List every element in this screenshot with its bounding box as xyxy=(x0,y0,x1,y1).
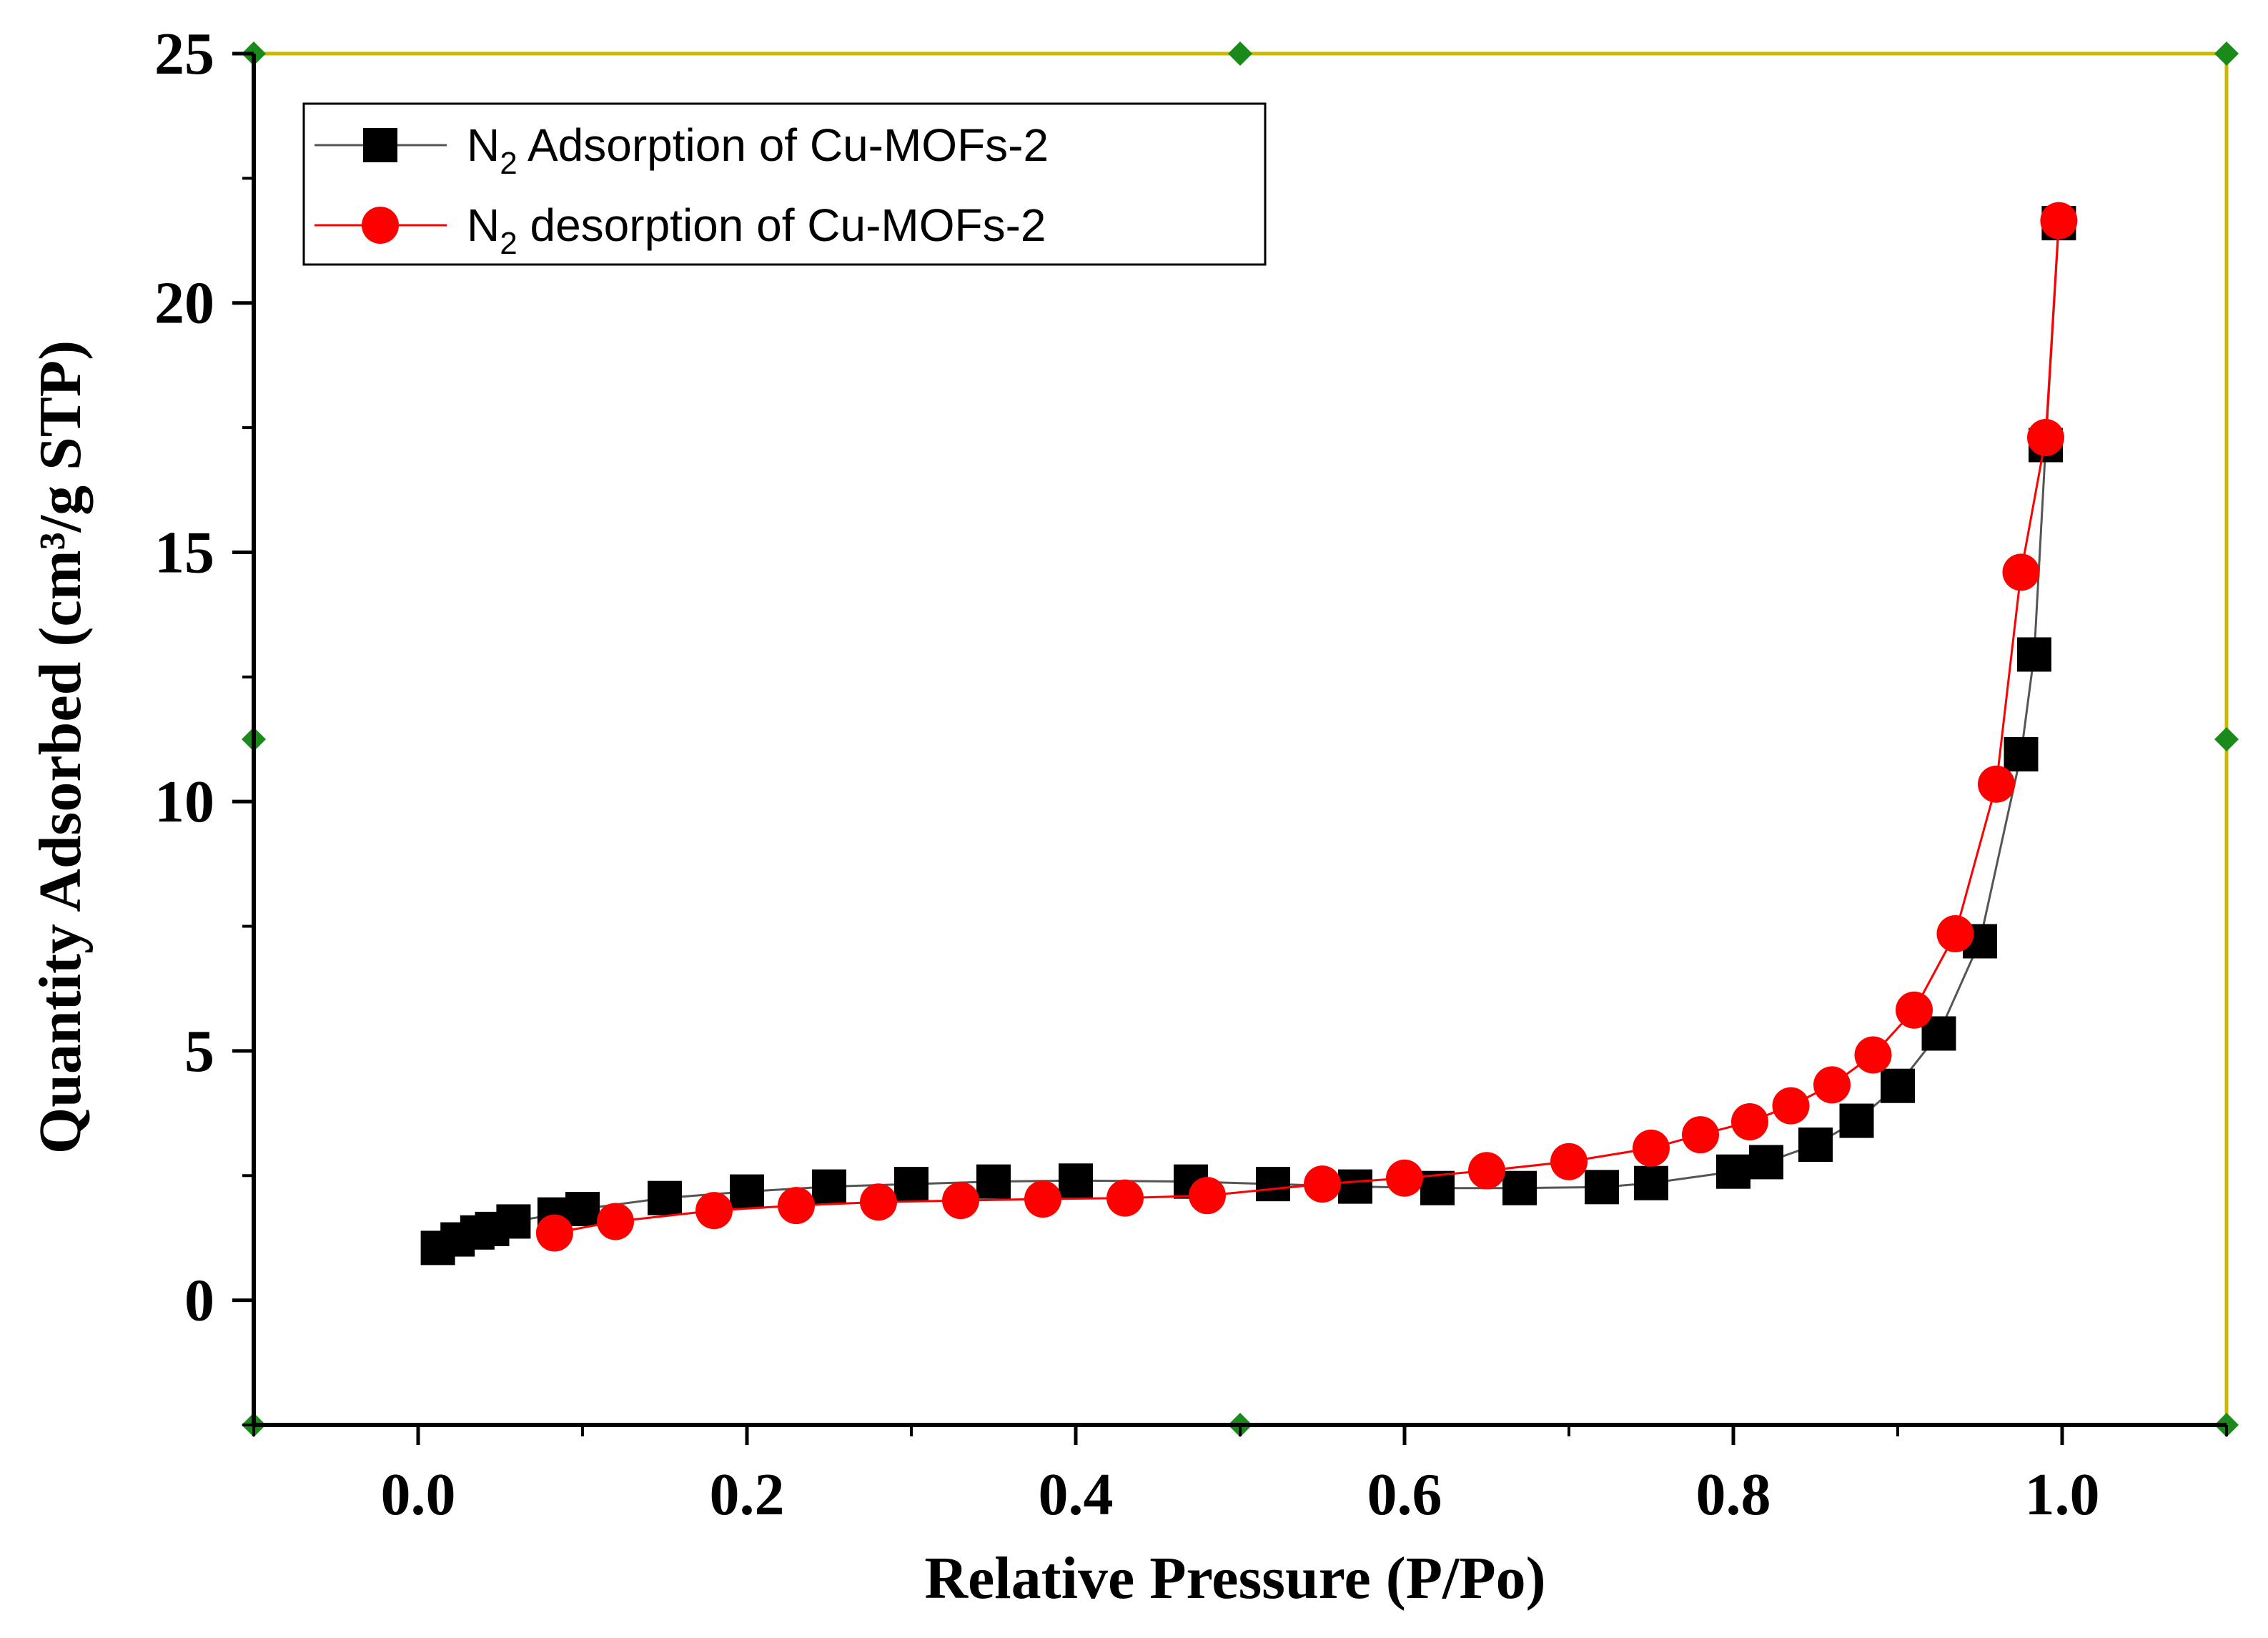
data-point-square xyxy=(1059,1163,1093,1198)
data-point-circle xyxy=(1550,1143,1588,1180)
data-point-square xyxy=(812,1169,846,1204)
data-point-circle xyxy=(1106,1179,1144,1217)
data-point-circle xyxy=(1468,1152,1505,1190)
data-point-circle xyxy=(1854,1036,1892,1074)
data-point-circle xyxy=(597,1203,634,1240)
legend: N2 Adsorption of Cu-MOFs-2 N2 desorption … xyxy=(302,102,1267,266)
data-point-circle xyxy=(1682,1116,1719,1154)
y-tick-label: 0 xyxy=(184,1268,214,1334)
data-point-square xyxy=(1749,1145,1783,1180)
data-point-circle xyxy=(1633,1129,1670,1167)
data-point-circle xyxy=(778,1187,815,1225)
data-point-square xyxy=(496,1204,531,1239)
data-point-circle xyxy=(860,1183,897,1221)
x-tick-label: 0.4 xyxy=(1039,1461,1114,1528)
data-point-circle xyxy=(1731,1102,1768,1140)
data-point-square xyxy=(1881,1068,1915,1103)
y-tick-label: 20 xyxy=(154,270,214,337)
x-tick-label: 0.0 xyxy=(381,1461,456,1528)
series-adsorption xyxy=(420,206,2076,1265)
x-tick-label: 0.8 xyxy=(1696,1461,1771,1528)
legend-box xyxy=(302,102,1267,266)
data-point-circle xyxy=(695,1192,733,1230)
data-point-square xyxy=(894,1167,929,1202)
data-point-circle xyxy=(2027,419,2064,457)
data-point-square xyxy=(1716,1154,1750,1189)
data-point-square xyxy=(2016,637,2051,672)
y-tick-label: 15 xyxy=(154,519,214,586)
x-tick-label: 1.0 xyxy=(2025,1461,2100,1528)
data-point-circle xyxy=(2002,553,2040,591)
legend-label: N2 desorption of Cu-MOFs-2 xyxy=(467,199,1046,261)
frame-handle-marker xyxy=(2214,41,2239,66)
y-tick-label: 5 xyxy=(184,1018,214,1085)
data-point-circle xyxy=(1386,1159,1423,1197)
x-tick-label: 0.2 xyxy=(710,1461,785,1528)
data-point-circle xyxy=(1813,1066,1851,1104)
legend-marker-square xyxy=(363,128,397,162)
frame-handle-marker xyxy=(1228,41,1252,66)
data-point-circle xyxy=(535,1214,573,1252)
data-point-circle xyxy=(1936,915,1974,953)
axes: 0.0 0.2 0.4 0.6 0.8 1.0 0 5 10 15 20 25 xyxy=(154,21,2228,1528)
data-point-circle xyxy=(2040,202,2078,240)
data-point-circle xyxy=(1189,1177,1226,1215)
data-point-square xyxy=(976,1164,1011,1199)
data-point-square xyxy=(730,1174,764,1209)
x-axis-title: Relative Pressure (P/Po) xyxy=(924,1545,1545,1612)
data-point-circle xyxy=(1304,1165,1341,1203)
data-point-circle xyxy=(1896,991,1933,1029)
data-point-square xyxy=(1338,1169,1372,1204)
data-point-square xyxy=(565,1192,600,1227)
data-point-circle xyxy=(1772,1087,1810,1125)
y-tick-label: 25 xyxy=(154,21,214,87)
data-point-square xyxy=(2004,736,2039,771)
data-series xyxy=(420,202,2078,1265)
y-axis-title: Quantity Adsorbed (cm³/g STP) xyxy=(27,340,94,1154)
data-point-square xyxy=(1798,1128,1833,1163)
y-tick-label: 10 xyxy=(154,769,214,835)
data-point-square xyxy=(1634,1165,1668,1200)
data-point-square xyxy=(648,1180,682,1215)
data-point-square xyxy=(1256,1167,1290,1202)
legend-label: N2 Adsorption of Cu-MOFs-2 xyxy=(467,119,1049,181)
legend-marker-circle xyxy=(362,207,399,244)
data-point-square xyxy=(1502,1170,1537,1205)
data-point-square xyxy=(1585,1170,1619,1205)
data-point-circle xyxy=(942,1182,979,1220)
data-point-circle xyxy=(1024,1180,1061,1218)
series-desorption xyxy=(535,202,2078,1252)
data-point-circle xyxy=(1978,765,2015,803)
frame-handle-marker xyxy=(2214,727,2239,751)
x-tick-label: 0.6 xyxy=(1367,1461,1442,1528)
data-point-square xyxy=(1839,1103,1874,1138)
